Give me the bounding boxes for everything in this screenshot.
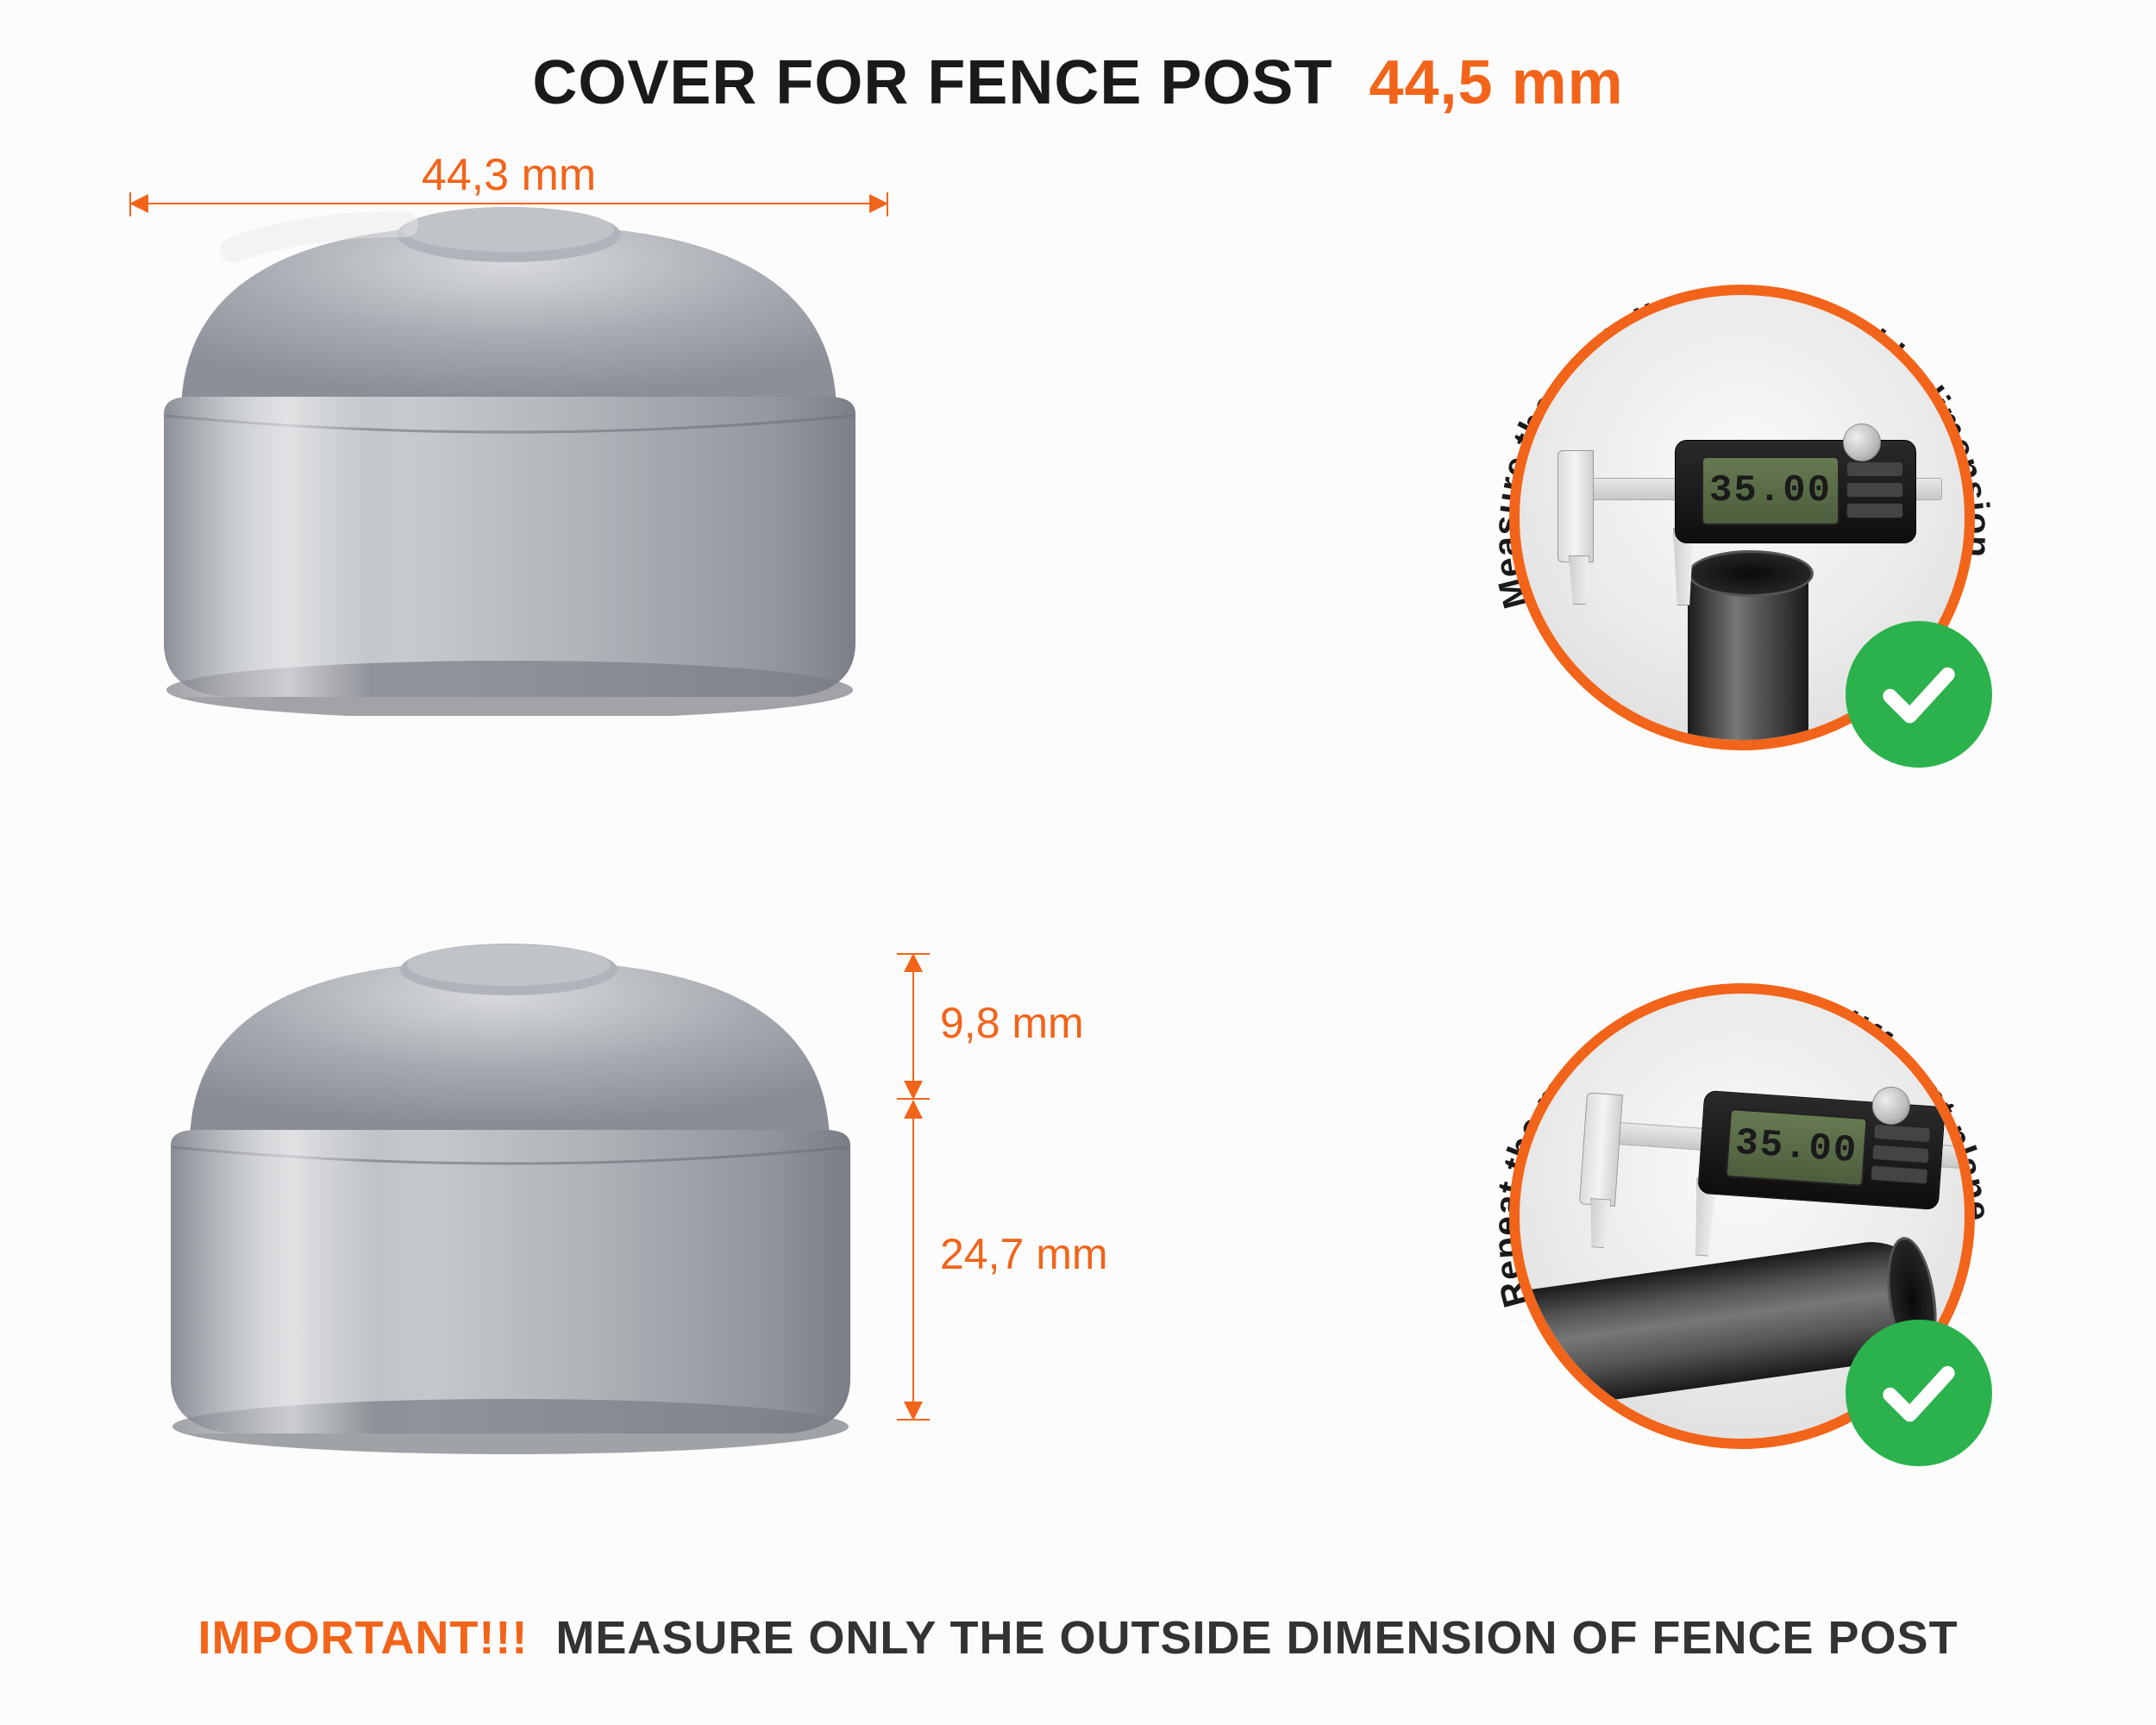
dimension-skirt-label: 24,7 mm [940, 1229, 1108, 1279]
check-icon [1846, 1320, 1992, 1466]
page-title: COVER FOR FENCE POST 44,5 mm [0, 47, 2156, 118]
instruction-circle-1: Measure the post diameter, outside dimen… [1475, 250, 2009, 785]
footer-text: MEASURE ONLY THE OUTSIDE DIMENSION OF FE… [555, 1612, 1958, 1664]
arrow-down-icon [904, 1081, 923, 1100]
arrow-down-icon [904, 1402, 923, 1421]
title-main: COVER FOR FENCE POST [532, 48, 1332, 117]
check-icon [1846, 621, 1992, 768]
pipe-icon [1688, 550, 1808, 750]
arrow-up-icon [904, 1100, 923, 1119]
product-cap-view-2 [129, 923, 888, 1458]
footer-important: IMPORTANT!!! [197, 1612, 528, 1664]
product-cap-view-1 [129, 181, 888, 716]
dim-line [912, 1103, 914, 1415]
footer-warning: IMPORTANT!!! MEASURE ONLY THE OUTSIDE DI… [0, 1611, 2156, 1665]
title-size: 44,5 mm [1369, 48, 1623, 117]
caliper-icon: 35.00 [1545, 416, 1959, 571]
caliper-reading: 35.00 [1702, 456, 1839, 525]
instruction-circle-2: Repeat the measurement in a different pl… [1475, 949, 2009, 1484]
arrow-up-icon [904, 953, 923, 972]
dimension-dome-label: 9,8 mm [940, 998, 1084, 1048]
dimension-heights: 9,8 mm 24,7 mm [906, 936, 1095, 1453]
dim-line [912, 957, 914, 1095]
caliper-icon: 35.00 [1566, 1057, 1975, 1240]
caliper-reading: 35.00 [1726, 1108, 1868, 1187]
